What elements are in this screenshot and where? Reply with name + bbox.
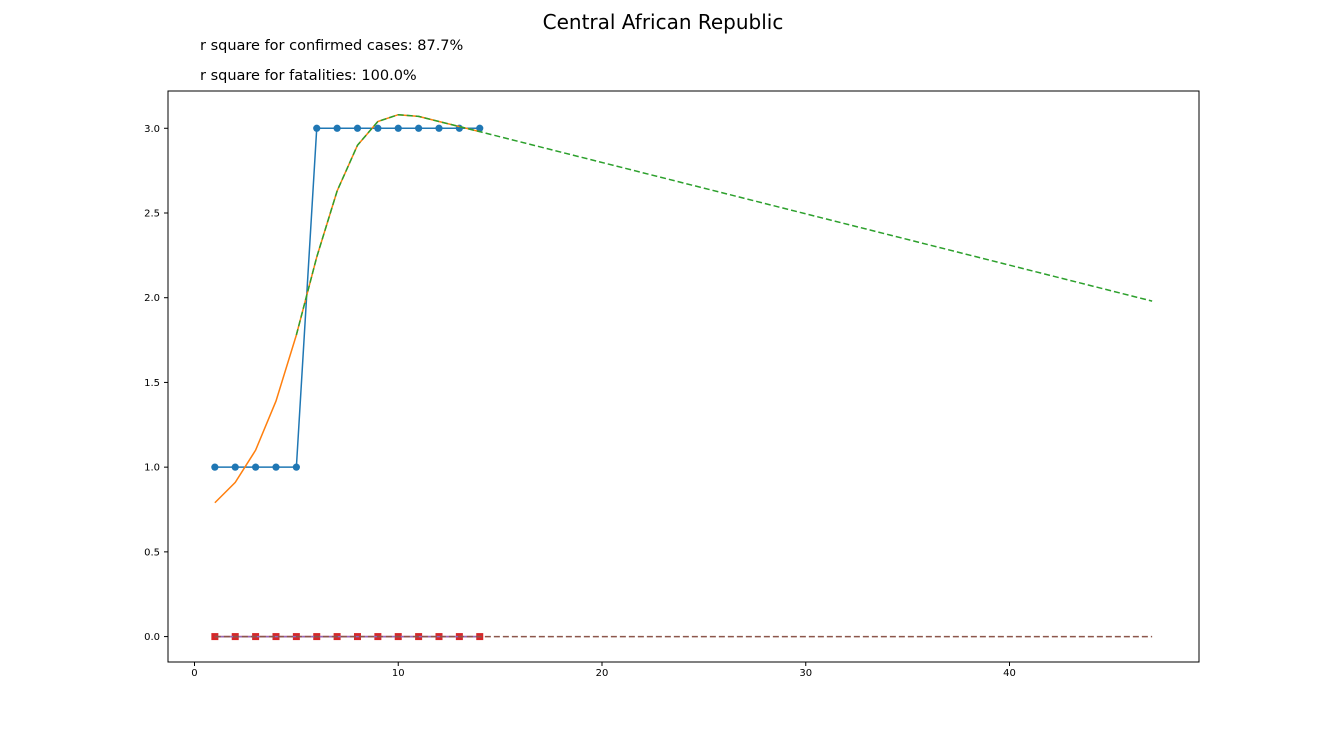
chart-title: Central African Republic <box>542 10 784 34</box>
axes-layer: 0 10 20 30 40 0.0 0.5 1.0 1.5 2.0 2.5 3.0 <box>144 124 1016 679</box>
r-square-confirmed-note: r square for confirmed cases: 87.7% <box>200 38 464 54</box>
series-layer <box>211 113 1153 641</box>
series-1-point <box>374 124 382 132</box>
series-1-point <box>292 463 300 471</box>
y-tick-label: 0.0 <box>144 632 160 643</box>
series-3-line <box>295 113 1153 336</box>
series-1-line <box>214 127 480 468</box>
x-tick-label: 10 <box>392 668 405 679</box>
series-1-point <box>252 463 260 471</box>
y-tick-label: 2.5 <box>144 208 160 219</box>
series-1-point <box>333 124 341 132</box>
series-1-point <box>313 124 321 132</box>
series-1-point <box>211 463 219 471</box>
r-square-fatalities-note: r square for fatalities: 100.0% <box>200 68 417 84</box>
series-1-point <box>353 124 362 132</box>
series-2-line <box>214 113 480 504</box>
x-tick-label: 40 <box>1003 668 1016 679</box>
y-tick-label: 0.5 <box>144 547 160 558</box>
y-tick-label: 2.0 <box>144 293 160 304</box>
plot-frame <box>167 90 1200 663</box>
y-tick-label: 3.0 <box>144 124 160 135</box>
series-1-point <box>476 124 484 132</box>
y-tick-label: 1.5 <box>144 378 160 389</box>
x-tick-label: 20 <box>596 668 609 679</box>
series-1-point <box>394 124 402 132</box>
y-tick-label: 1.0 <box>144 463 160 474</box>
series-1-point <box>231 463 239 471</box>
series-1-point <box>415 124 423 132</box>
series-1-point <box>435 124 443 132</box>
series-1-point <box>272 463 280 471</box>
x-tick-label: 30 <box>799 668 812 679</box>
x-tick-label: 0 <box>191 668 197 679</box>
